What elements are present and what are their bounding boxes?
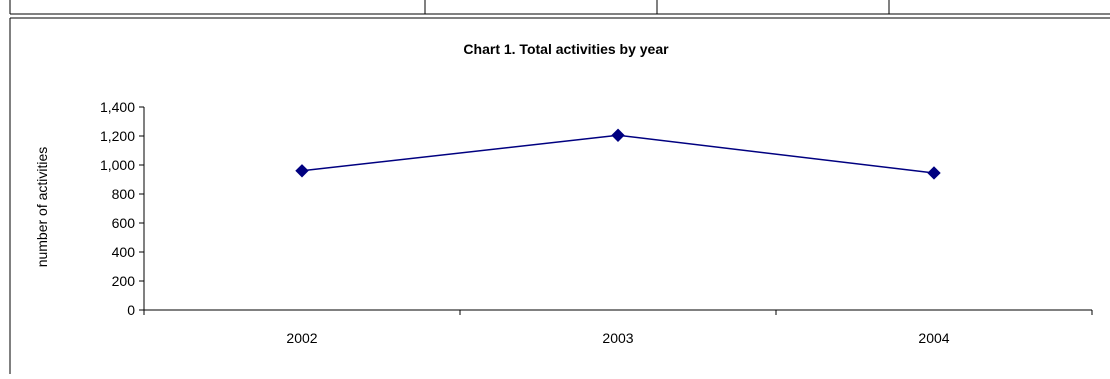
y-axis-ticks: 0 200 400 600 800 1,000 1,200 1,400 — [100, 99, 144, 318]
y-tick-label: 1,200 — [100, 128, 135, 144]
data-point-marker — [611, 128, 625, 142]
x-tick-label: 2003 — [602, 330, 633, 346]
x-axis-ticks: 2002 2003 2004 — [143, 310, 1093, 346]
data-point-marker — [295, 164, 309, 178]
axes — [143, 107, 1092, 311]
y-tick-label: 400 — [112, 244, 136, 260]
y-tick-label: 600 — [112, 215, 136, 231]
chart-title: Chart 1. Total activities by year — [463, 41, 669, 57]
data-series — [295, 128, 941, 180]
x-tick-label: 2002 — [286, 330, 317, 346]
y-tick-label: 1,000 — [100, 157, 135, 173]
chart-frame — [9, 17, 1110, 374]
table-remnant — [9, 0, 1110, 15]
y-axis-label: number of activities — [34, 147, 50, 268]
data-point-marker — [927, 166, 941, 180]
y-tick-label: 200 — [112, 273, 136, 289]
y-tick-label: 800 — [112, 186, 136, 202]
y-tick-label: 1,400 — [100, 99, 135, 115]
x-tick-label: 2004 — [918, 330, 949, 346]
y-tick-label: 0 — [127, 302, 135, 318]
